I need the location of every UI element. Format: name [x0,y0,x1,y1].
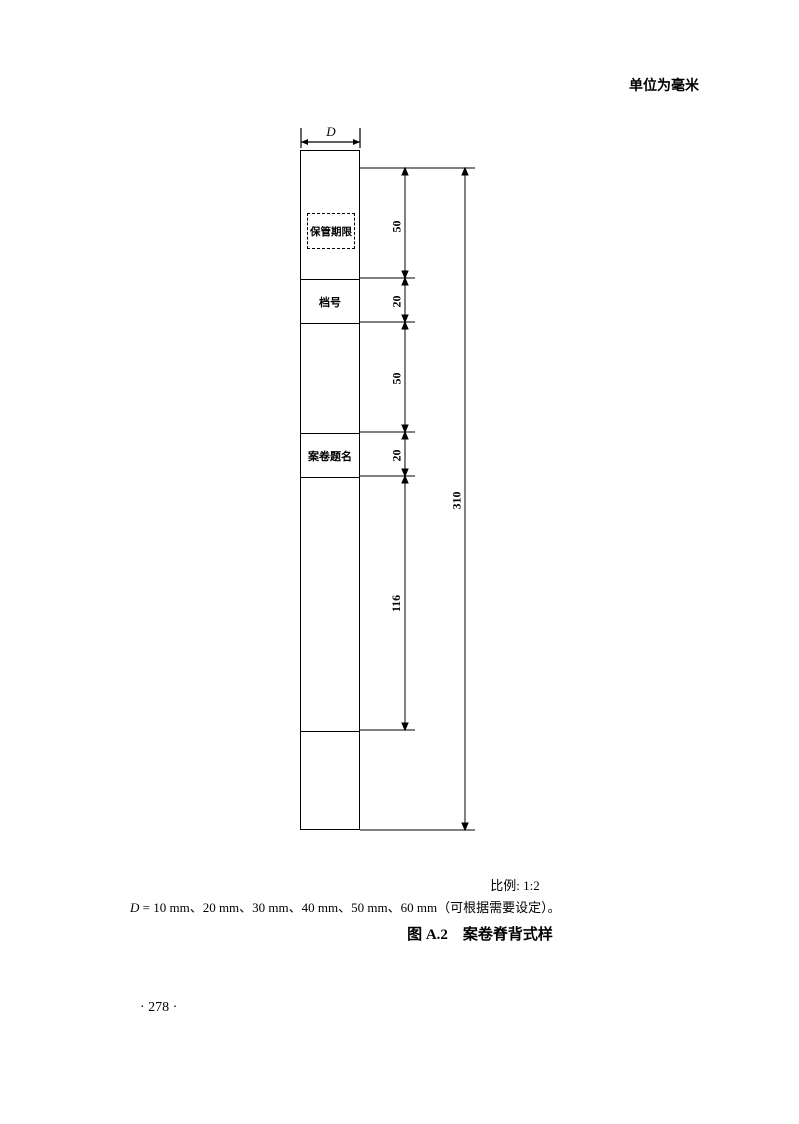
unit-label: 单位为毫米 [629,75,699,95]
dim-50-mid: 50 [390,373,405,385]
d-note: D = 10 mm、20 mm、30 mm、40 mm、50 mm、60 mm（… [130,897,670,919]
d-note-symbol: D [130,900,139,915]
scale-text: 比例: 1:2 [360,875,670,897]
case-title-label: 案卷题名 [301,448,359,464]
retention-period-box: 保管期限 [307,213,355,249]
dim-20-archive: 20 [390,296,405,308]
spine-body: 保管期限 档号 案卷题名 [300,150,360,830]
spine-case-title-section: 案卷题名 [301,433,359,477]
dim-310: 310 [450,492,465,510]
dimension-lines [360,150,570,880]
archive-no-label: 档号 [301,294,359,310]
dim-20-title: 20 [390,450,405,462]
caption-area: 比例: 1:2 D = 10 mm、20 mm、30 mm、40 mm、50 m… [130,875,670,949]
spine-archive-no-section: 档号 [301,279,359,323]
spine-main-section [301,477,359,731]
d-dimension: D [300,128,362,150]
figure-title: 图 A.2 案卷脊背式样 [290,923,670,949]
spine-diagram: D 保管期限 档号 案卷题名 [300,130,600,860]
d-note-body: = 10 mm、20 mm、30 mm、40 mm、50 mm、60 mm（可根… [139,900,560,915]
spine-top-section: 保管期限 [301,151,359,279]
dim-116: 116 [389,595,404,612]
d-dim-line [300,128,362,150]
dim-50-top: 50 [390,221,405,233]
page: 单位为毫米 D 保管期限 档号 案卷题名 [0,0,799,1124]
spine-mid-section [301,323,359,433]
page-number: · 278 · [140,1000,177,1016]
spine-bottom-section [301,731,359,829]
